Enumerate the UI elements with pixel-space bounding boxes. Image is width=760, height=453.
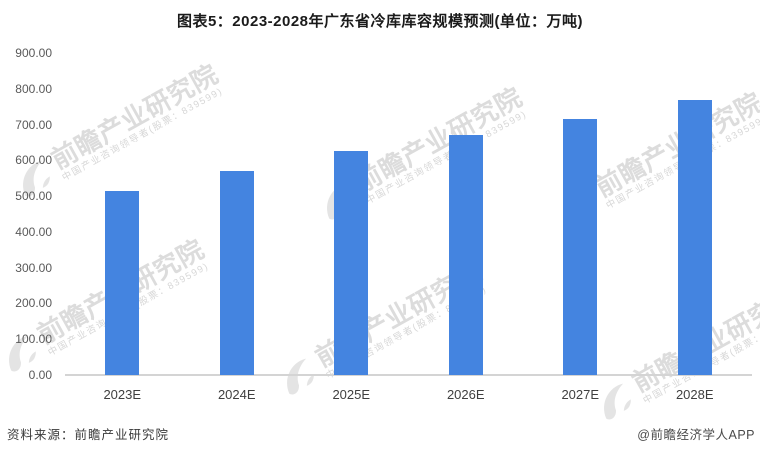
app-credit: @前瞻经济学人APP: [637, 428, 755, 442]
bar-2028E: [677, 99, 712, 375]
y-tick-label: 200.00: [15, 296, 52, 311]
y-tick-label: 800.00: [15, 81, 52, 96]
y-tick-label: 0.00: [28, 368, 52, 382]
x-tick-label: 2025E: [332, 387, 371, 402]
y-tick-label: 600.00: [15, 153, 52, 168]
y-tick-label: 900.00: [15, 46, 52, 60]
y-tick-label: 400.00: [15, 224, 52, 239]
bar-2026E: [448, 135, 483, 375]
bar-2027E: [563, 119, 598, 375]
x-tick-label: 2023E: [103, 387, 142, 402]
x-tick-label: 2028E: [675, 387, 714, 402]
chart-title: 图表5：2023-2028年广东省冷库库容规模预测(单位：万吨): [176, 13, 584, 30]
bar-2025E: [334, 151, 369, 375]
y-tick-label: 100.00: [15, 332, 52, 347]
y-tick-label: 500.00: [15, 189, 52, 204]
bar-2024E: [219, 171, 254, 375]
source-note: 资料来源：前瞻产业研究院: [7, 428, 170, 442]
watermark-brand-text: 前瞻产业研究院: [46, 58, 224, 175]
x-axis-line: [65, 374, 752, 376]
bar-2023E: [105, 190, 140, 375]
watermark-brand-text: 前瞻产业研究院: [590, 86, 760, 203]
y-tick-label: 700.00: [15, 117, 52, 132]
watermark-brand-text: 前瞻产业研究院: [350, 81, 528, 198]
x-tick-label: 2026E: [446, 387, 485, 402]
x-tick-label: 2027E: [561, 387, 600, 402]
y-tick-label: 300.00: [15, 260, 52, 275]
watermark-sub-text: 中国产业咨询领导者(股票：839599): [60, 85, 225, 184]
x-tick-label: 2024E: [217, 387, 256, 402]
qianzhan-swoosh-logo-icon: [604, 383, 631, 420]
